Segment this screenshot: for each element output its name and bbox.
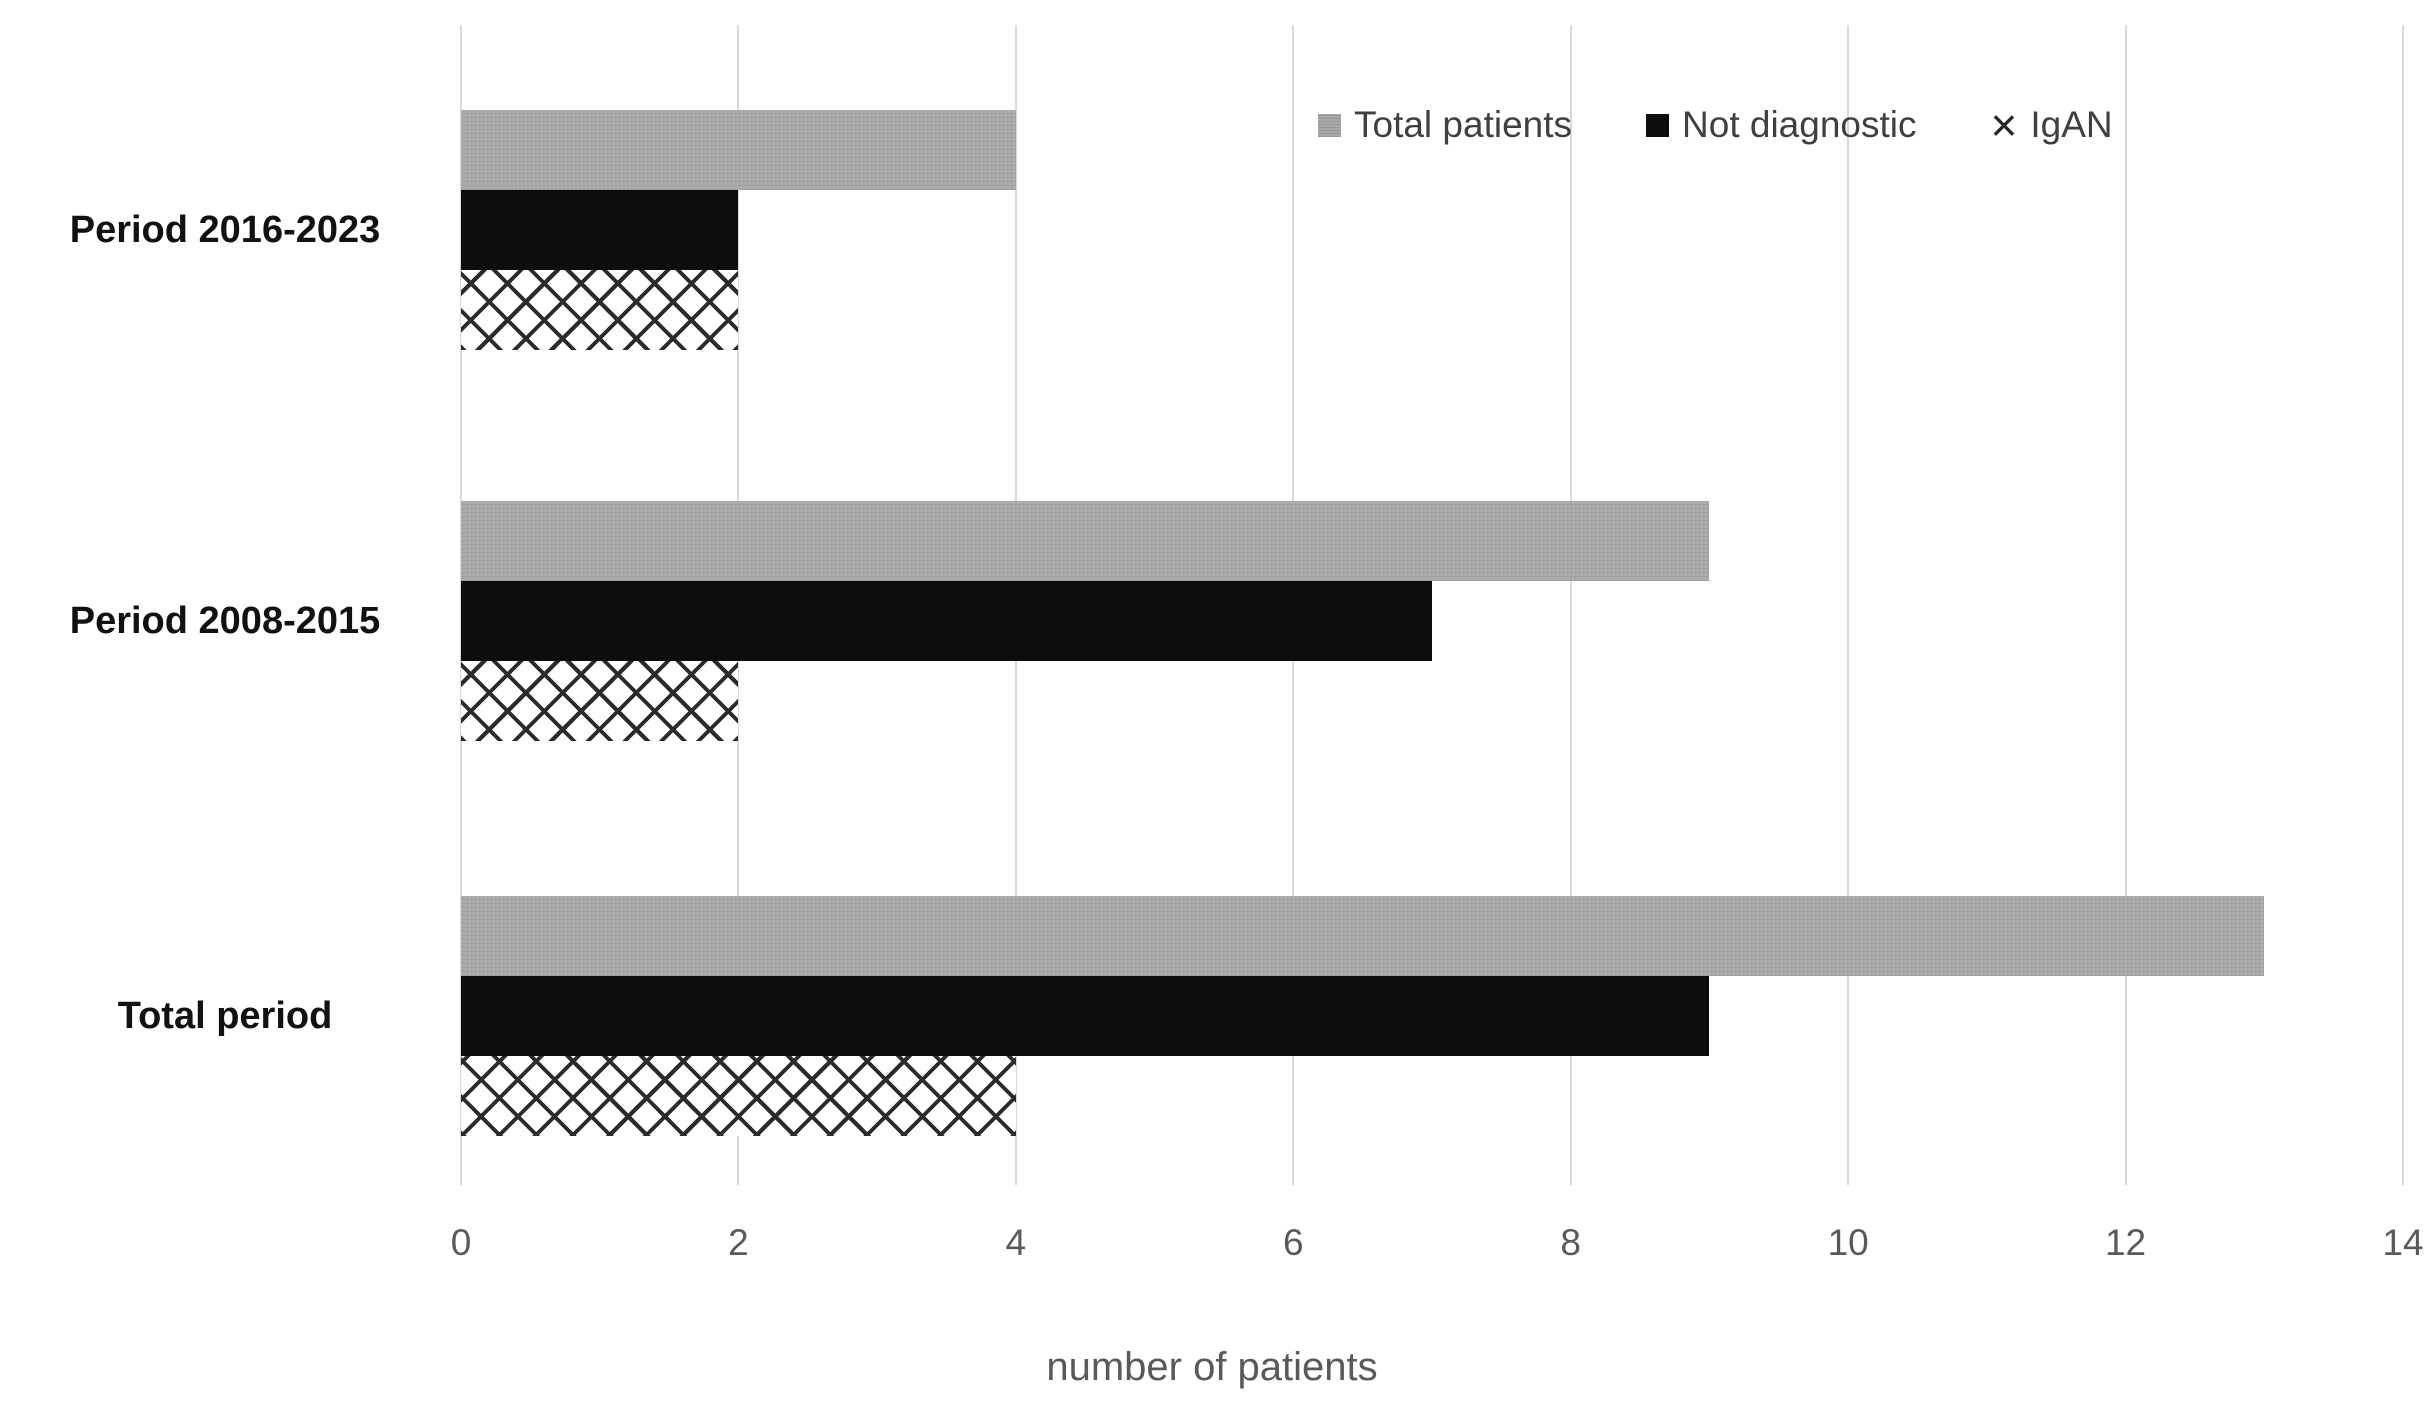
bar-group-period-2008-2015 — [461, 501, 2403, 741]
x-tick-label-14: 14 — [2382, 1222, 2424, 1263]
bar-total-patients — [461, 896, 2265, 976]
bar-not-diagnostic — [461, 190, 739, 270]
legend-label-igan: IgAN — [2030, 104, 2113, 145]
gridline-x-8 — [1569, 25, 1572, 1185]
legend-item-total-patients: Total patients — [1318, 104, 1572, 146]
bar-group-period-2016-2023 — [461, 110, 2403, 350]
bar-total-patients — [461, 501, 1710, 581]
x-tick-label-10: 10 — [1827, 1222, 1869, 1263]
legend-item-not-diagnostic: Not diagnostic — [1646, 104, 1917, 146]
category-label-total-period: Total period — [117, 995, 333, 1037]
bar-not-diagnostic — [461, 581, 1432, 661]
x-tick-label-6: 6 — [1282, 1222, 1304, 1263]
x-tick-label-2: 2 — [728, 1222, 749, 1263]
category-label-period-2008-2015: Period 2008-2015 — [69, 600, 381, 642]
x-axis-title: number of patients — [1046, 1345, 1378, 1389]
legend-label-total-patients: Total patients — [1354, 104, 1573, 145]
x-tick-label-12: 12 — [2104, 1222, 2147, 1263]
legend-label-not-diagnostic: Not diagnostic — [1682, 104, 1917, 145]
bar-group-total-period — [461, 896, 2403, 1136]
legend-x-marker-icon: × — [1990, 98, 2018, 151]
x-tick-label-0: 0 — [450, 1222, 472, 1263]
gridline-x-12 — [2124, 25, 2127, 1185]
x-tick-label-8: 8 — [1560, 1222, 1581, 1263]
chart-legend: Total patients Not diagnostic × IgAN — [1318, 98, 2113, 151]
plot-area — [460, 25, 2404, 1185]
legend-swatch-icon — [1646, 113, 1670, 137]
bar-igan — [461, 661, 739, 741]
gridline-x-10 — [1847, 25, 1850, 1185]
x-tick-label-4: 4 — [1005, 1222, 1027, 1263]
bar-igan — [461, 1056, 1016, 1136]
bar-not-diagnostic — [461, 976, 1710, 1056]
legend-swatch-icon — [1318, 113, 1341, 137]
bar-igan — [461, 270, 739, 350]
legend-item-igan: × IgAN — [1990, 98, 2113, 151]
bar-total-patients — [461, 110, 1016, 190]
category-label-period-2016-2023: Period 2016-2023 — [69, 209, 381, 251]
gridline-x-14 — [2402, 25, 2404, 1185]
